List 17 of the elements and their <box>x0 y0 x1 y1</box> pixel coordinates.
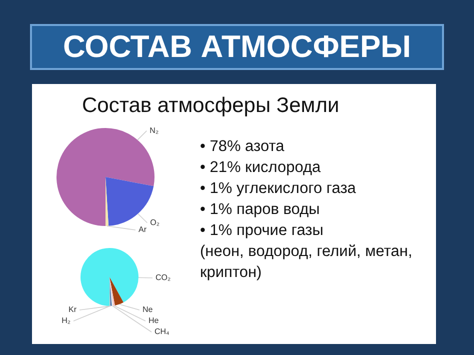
text: (неон, водород, гелий, метан, криптон) <box>200 242 414 283</box>
slice-label: Ne <box>142 305 154 314</box>
slice-label: Ar <box>138 225 147 234</box>
text: • 1% прочие газы <box>200 221 324 241</box>
text: • 1% паров воды <box>200 200 321 220</box>
slice-label: CO₂ <box>155 273 171 282</box>
text: Состав атмосферы Земли <box>82 94 340 118</box>
text: • 78% азота <box>200 137 286 157</box>
text: • 1% углекислого газа <box>200 179 357 199</box>
slice-label: H₂ <box>62 316 70 326</box>
slice-label: N₂ <box>150 126 159 136</box>
slice-label: O₂ <box>150 218 160 227</box>
text: СОСТАВ АТМОСФЕРЫ <box>30 24 444 70</box>
slice-label: CH₄ <box>154 327 170 336</box>
slice-label: Kr <box>68 305 77 314</box>
text: • 21% кислорода <box>200 158 322 178</box>
slice-label: He <box>148 316 160 326</box>
